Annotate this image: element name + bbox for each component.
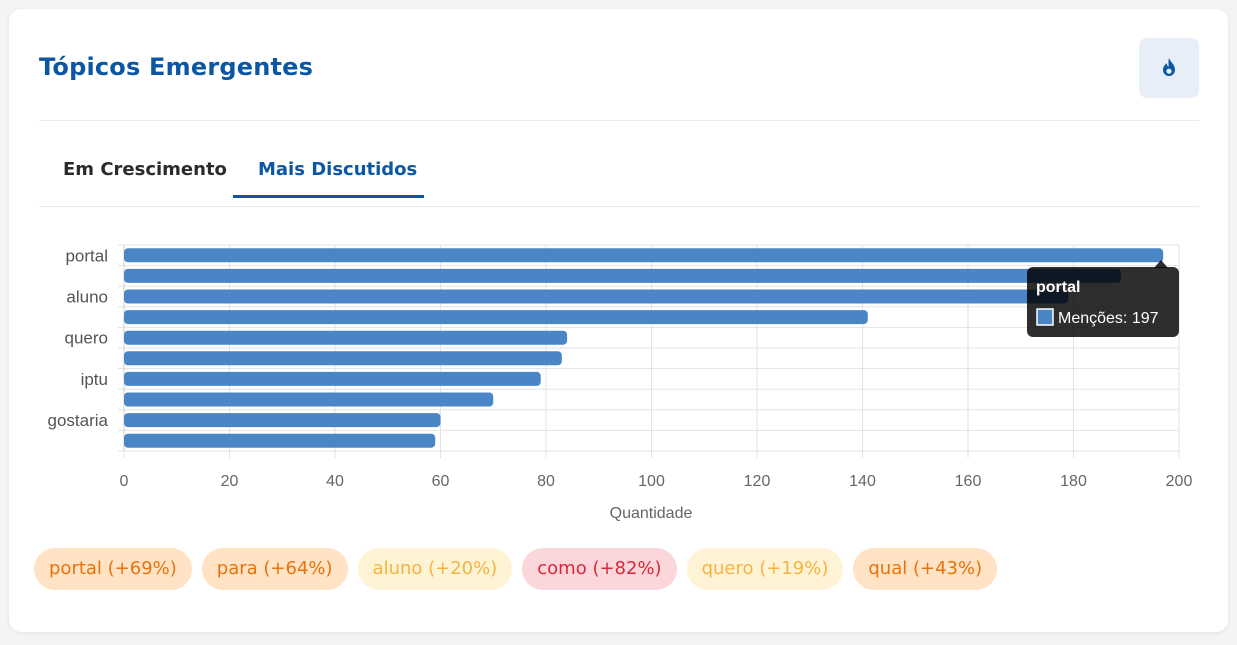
x-tick-label: 0 — [120, 473, 129, 490]
x-tick-label: 180 — [1060, 473, 1087, 490]
x-tick-label: 140 — [849, 473, 876, 490]
tabs-divider — [39, 206, 1199, 207]
header-divider — [39, 120, 1199, 121]
x-axis-label: Quantidade — [610, 505, 693, 522]
bar — [124, 268, 1121, 283]
bar — [124, 371, 541, 386]
y-tick-label: aluno — [66, 288, 108, 307]
bar — [124, 433, 436, 448]
tab-em-crescimento[interactable]: Em Crescimento — [63, 159, 227, 180]
x-tick-label: 160 — [955, 473, 982, 490]
tooltip-value: Menções: 197 — [1058, 310, 1159, 327]
bar — [124, 330, 568, 345]
topic-chip[interactable]: qual (+43%) — [853, 548, 998, 590]
tooltip-swatch — [1036, 308, 1054, 326]
fire-icon — [1163, 58, 1175, 76]
bar — [124, 310, 868, 325]
bar — [124, 392, 494, 407]
y-tick-label: iptu — [81, 370, 108, 389]
x-tick-label: 40 — [326, 473, 344, 490]
x-tick-label: 100 — [638, 473, 665, 490]
x-tick-label: 20 — [221, 473, 239, 490]
tab-mais-discutidos[interactable]: Mais Discutidos — [258, 159, 418, 180]
topic-chips: portal (+69%) para (+64%) aluno (+20%) como… — [34, 548, 998, 590]
bar — [124, 351, 562, 366]
topic-chip[interactable]: quero (+19%) — [686, 548, 844, 590]
topic-chip[interactable]: portal (+69%) — [34, 548, 192, 590]
trending-button[interactable] — [1139, 38, 1199, 98]
y-tick-label: quero — [65, 329, 108, 348]
topic-chip[interactable]: como (+82%) — [522, 548, 677, 590]
y-tick-label: gostaria — [48, 411, 109, 430]
bar — [124, 413, 441, 428]
active-tab-indicator — [233, 195, 424, 198]
topic-chip[interactable]: para (+64%) — [201, 548, 348, 590]
y-tick-label: portal — [65, 246, 108, 265]
tooltip-title: portal — [1036, 279, 1080, 296]
tooltip — [1027, 267, 1179, 337]
topic-chip[interactable]: aluno (+20%) — [357, 548, 513, 590]
x-tick-label: 120 — [744, 473, 771, 490]
tooltip-caret — [1154, 260, 1168, 268]
x-tick-label: 200 — [1166, 473, 1193, 490]
x-tick-label: 80 — [537, 473, 555, 490]
bar — [124, 248, 1164, 263]
card-title: Tópicos Emergentes — [39, 53, 314, 81]
x-tick-label: 60 — [432, 473, 450, 490]
bar — [124, 289, 1069, 304]
